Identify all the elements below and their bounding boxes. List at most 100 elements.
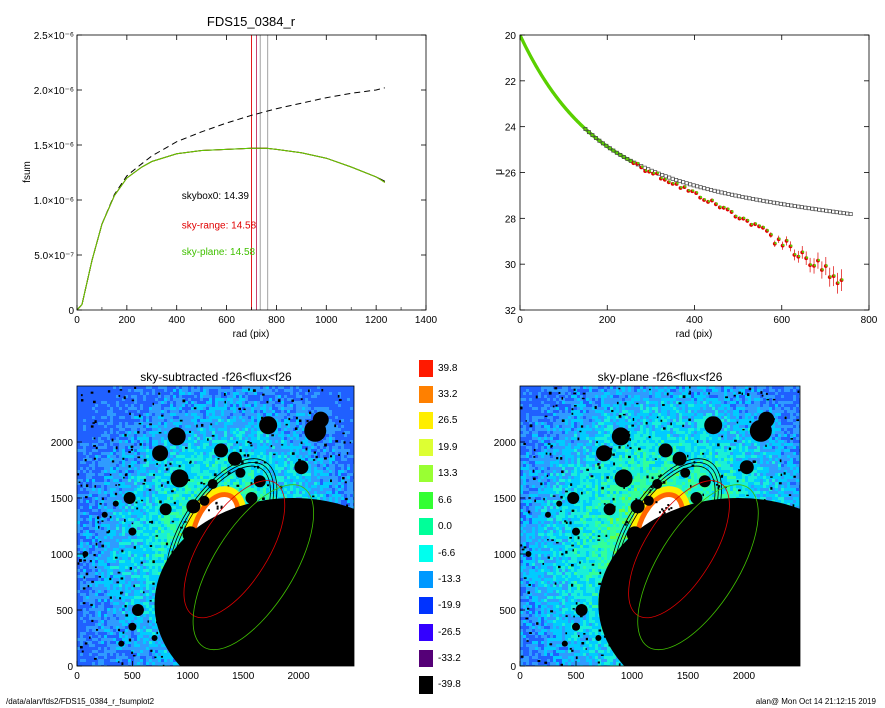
image-pixel [326, 431, 329, 434]
image-pixel [170, 446, 173, 449]
image-pixel [326, 470, 329, 473]
image-pixel [170, 458, 173, 461]
image-pixel [128, 437, 131, 440]
image-pixel [323, 407, 326, 410]
image-pixel [209, 452, 212, 455]
image-pixel [77, 419, 80, 422]
image-pixel [137, 434, 140, 437]
image-pixel [347, 449, 350, 452]
image-pixel [242, 398, 245, 401]
image-pixel [302, 425, 305, 428]
mu-point-square [803, 205, 808, 210]
image-pixel [224, 404, 227, 407]
image-pixel [266, 386, 269, 389]
image-pixel [341, 488, 344, 491]
image-pixel [125, 386, 128, 389]
image-pixel [347, 479, 350, 482]
image-pixel [134, 413, 137, 416]
image-pixel [254, 491, 257, 494]
image-pixel [290, 440, 293, 443]
image-pixel [182, 416, 185, 419]
image-pixel [266, 470, 269, 473]
image-pixel [77, 440, 80, 443]
image-pixel [290, 476, 293, 479]
image-pixel [308, 452, 311, 455]
image-pixel [347, 413, 350, 416]
image-pixel [140, 524, 143, 527]
image-pixel [143, 497, 146, 500]
image-pixel [152, 479, 155, 482]
image-pixel [110, 458, 113, 461]
image-pixel [107, 506, 110, 509]
image-pixel [206, 479, 209, 482]
image-pixel [179, 503, 182, 506]
image-pixel [335, 473, 338, 476]
image-pixel [194, 419, 197, 422]
image-pixel [122, 524, 125, 527]
image-pixel [341, 416, 344, 419]
image-pixel [326, 497, 329, 500]
image-pixel [257, 422, 260, 425]
image-pixel [335, 428, 338, 431]
image-pixel [305, 479, 308, 482]
image-pixel [140, 482, 143, 485]
image-pixel [131, 407, 134, 410]
image-pixel [170, 449, 173, 452]
image-pixel [131, 452, 134, 455]
image-pixel [305, 398, 308, 401]
image-pixel [194, 473, 197, 476]
image-pixel [200, 461, 203, 464]
image-pixel [290, 458, 293, 461]
image-pixel [245, 413, 248, 416]
image-pixel [80, 413, 83, 416]
image-pixel [248, 473, 251, 476]
mu-point-square [789, 203, 794, 208]
image-pixel [119, 404, 122, 407]
image-pixel [152, 389, 155, 392]
image-pixel [245, 449, 248, 452]
image-pixel [104, 485, 107, 488]
image-pixel [131, 524, 134, 527]
mu-point-square [845, 211, 850, 216]
image-pixel [158, 470, 161, 473]
image-pixel [305, 389, 308, 392]
image-pixel [98, 476, 101, 479]
image-pixel [122, 473, 125, 476]
image-pixel [89, 497, 92, 500]
image-pixel [188, 440, 191, 443]
image-pixel [239, 410, 242, 413]
image-pixel [149, 419, 152, 422]
image-pixel [143, 524, 146, 527]
image-pixel [107, 464, 110, 467]
image-pixel [206, 461, 209, 464]
image-pixel [113, 425, 116, 428]
image-pixel [110, 491, 113, 494]
image-pixel [353, 491, 354, 494]
image-pixel [89, 470, 92, 473]
image-pixel [200, 479, 203, 482]
image-pixel [335, 467, 338, 470]
image-pixel [278, 479, 281, 482]
image-pixel [146, 431, 149, 434]
image-pixel [320, 485, 323, 488]
image-pixel [92, 392, 95, 395]
image-pixel [317, 476, 320, 479]
image-pixel [107, 428, 110, 431]
image-pixel [143, 437, 146, 440]
image-pixel [131, 479, 134, 482]
image-pixel [83, 431, 86, 434]
image-pixel [269, 458, 272, 461]
image-pixel [89, 425, 92, 428]
image-pixel [110, 488, 113, 491]
image-pixel [131, 503, 134, 506]
image-pixel [113, 386, 116, 389]
image-pixel [326, 425, 329, 428]
image-pixel [119, 443, 122, 446]
image-pixel [128, 446, 131, 449]
image-pixel [338, 440, 341, 443]
image-pixel [167, 443, 170, 446]
image-pixel [278, 386, 281, 389]
image-pixel [299, 443, 302, 446]
image-pixel [134, 449, 137, 452]
image-pixel [164, 470, 167, 473]
